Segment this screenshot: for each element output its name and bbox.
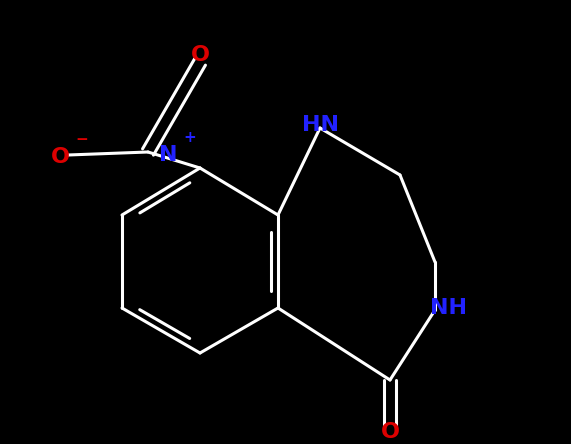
Text: HN: HN [301, 115, 339, 135]
Text: O: O [380, 422, 400, 442]
Text: O: O [50, 147, 70, 167]
Text: +: + [184, 130, 196, 144]
Text: −: − [75, 131, 89, 147]
Text: N: N [159, 145, 177, 165]
Text: O: O [191, 45, 210, 65]
Text: NH: NH [429, 298, 467, 318]
